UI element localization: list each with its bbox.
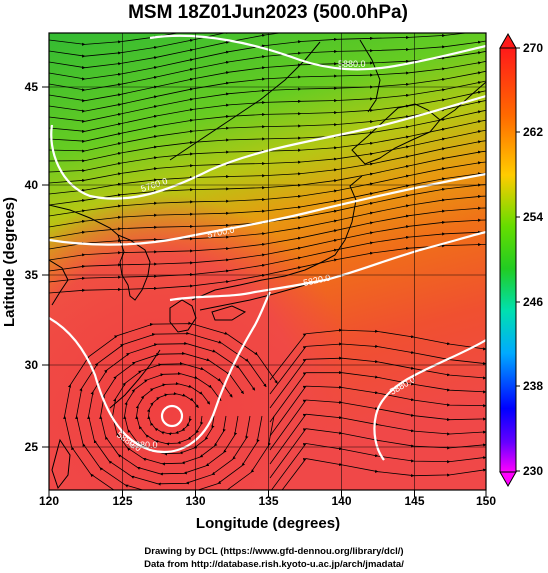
credit-drawing: Drawing by DCL (https://www.gfd-dennou.o… (144, 546, 404, 557)
colorbar-top-arrow (499, 32, 517, 49)
height-contours (49, 34, 486, 461)
contour-5700 (49, 172, 486, 246)
x-tick-label: 145 (404, 494, 424, 508)
colorbar-bottom-arrow (499, 471, 517, 488)
colorbar-label: 270 (523, 41, 543, 55)
y-tick-label: 30 (25, 358, 39, 372)
contour-5760 (169, 230, 486, 302)
y-tick-label: 25 (25, 440, 39, 454)
figure-title: MSM 18Z01Jun2023 (500.0hPa) (128, 2, 408, 23)
shikoku-coast (211, 305, 247, 321)
streamline (49, 242, 486, 294)
cyclone-center-contour (160, 404, 184, 428)
contour-5880-east (373, 339, 486, 461)
x-tick-label: 150 (476, 494, 496, 508)
plot-area: 5880.0 5760.0 5700.0 5820.0 5880.0 5880.… (49, 33, 486, 490)
y-tick-label: 40 (25, 178, 39, 192)
x-axis-label: Longitude (degrees) (196, 515, 340, 532)
tick-marks (42, 86, 487, 497)
colorbar-bar (499, 47, 517, 473)
streamlines (49, 33, 486, 490)
plot-frame (48, 32, 487, 491)
westerly-streamlines (49, 33, 486, 294)
y-axis-label: Latitude (degrees) (1, 197, 18, 327)
x-tick-label: 120 (39, 494, 59, 508)
contour-label-1: 5880.0 (338, 59, 366, 69)
colorbar-label: 246 (523, 295, 543, 309)
x-tick-label: 135 (258, 494, 278, 508)
y-tick-labels: 25 30 35 40 45 (25, 80, 39, 454)
colorbar: 270 262 254 246 238 230 (499, 32, 543, 488)
x-tick-labels: 120 125 130 135 140 145 150 (39, 494, 496, 508)
x-tick-label: 140 (331, 494, 351, 508)
x-tick-label: 130 (185, 494, 205, 508)
graticule (49, 33, 486, 490)
contour-5640 (50, 94, 486, 200)
colorbar-label: 254 (523, 210, 543, 224)
contour-label-7: 5880.0 (130, 440, 158, 450)
colorbar-label: 230 (523, 464, 543, 478)
streamline (63, 321, 278, 490)
credit-data-source: Data from http://database.rish.kyoto-u.a… (144, 559, 404, 570)
x-tick-label: 125 (112, 494, 132, 508)
y-tick-label: 35 (25, 268, 39, 282)
colorbar-label: 262 (523, 125, 543, 139)
contour-5580 (149, 34, 486, 71)
y-tick-label: 45 (25, 80, 39, 94)
contour-5820 (49, 291, 271, 453)
colorbar-label: 238 (523, 379, 543, 393)
streamline (281, 458, 486, 490)
